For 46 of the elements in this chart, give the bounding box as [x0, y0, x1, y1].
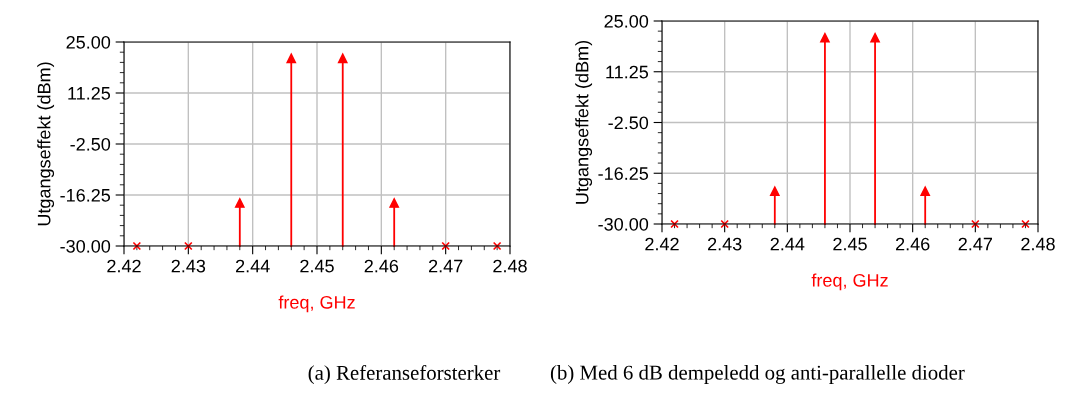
x-axis-title: freq, GHz: [811, 273, 888, 291]
y-tick-label: -16.25: [60, 188, 111, 202]
x-axis-title: freq, GHz: [278, 295, 355, 313]
y-tick-label: 25.00: [66, 35, 111, 49]
y-tick-label: -16.25: [598, 167, 649, 180]
text: (a) Referanseforsterker: [308, 365, 501, 385]
x-tick-label: 2.45: [833, 237, 867, 251]
y-tick-label: 11.25: [606, 65, 649, 79]
y-axis-title: Utgangseffekt (dBm): [37, 62, 55, 226]
point: [441, 241, 450, 251]
y-tick-label: -2.50: [608, 116, 649, 130]
y-tick-label: -30.00: [598, 217, 649, 231]
y-tick-label: -2.50: [70, 137, 111, 151]
x-tick-label: 2.44: [236, 259, 270, 273]
point: [492, 241, 502, 251]
point: [389, 198, 400, 208]
x-tick-label: 2.44: [770, 237, 805, 251]
x-tick-label: 2.47: [958, 237, 992, 251]
x-tick-label: 2.48: [1021, 237, 1055, 251]
x-tick-label: 2.42: [645, 237, 679, 251]
x-tick-label: 2.45: [300, 259, 334, 273]
x-tick-label: 2.46: [364, 259, 399, 273]
point: [670, 219, 679, 229]
x-tick-label: 2.43: [171, 259, 206, 273]
text: (b) Med 6 dB dempeledd og anti-parallelle dioder: [550, 365, 965, 384]
x-tick-label: 2.42: [107, 259, 141, 273]
point: [234, 198, 245, 208]
point: [971, 219, 980, 229]
point: [769, 186, 780, 197]
point: [870, 32, 880, 43]
point: [1021, 219, 1030, 229]
x-tick-label: 2.47: [429, 259, 463, 273]
point: [132, 241, 142, 251]
x-tick-label: 2.46: [896, 237, 930, 251]
point: [184, 241, 193, 251]
point: [286, 53, 297, 64]
x-tick-label: 2.43: [708, 237, 742, 251]
y-tick-label: 11.25: [68, 86, 111, 100]
point: [920, 186, 931, 197]
point: [820, 32, 830, 43]
y-axis-title: Utgangseffekt (dBm): [575, 40, 593, 204]
point: [720, 219, 729, 229]
x-tick-label: 2.48: [493, 259, 527, 273]
y-tick-label: 25.00: [604, 14, 649, 28]
point: [337, 53, 348, 64]
y-tick-label: -30.00: [60, 239, 111, 253]
